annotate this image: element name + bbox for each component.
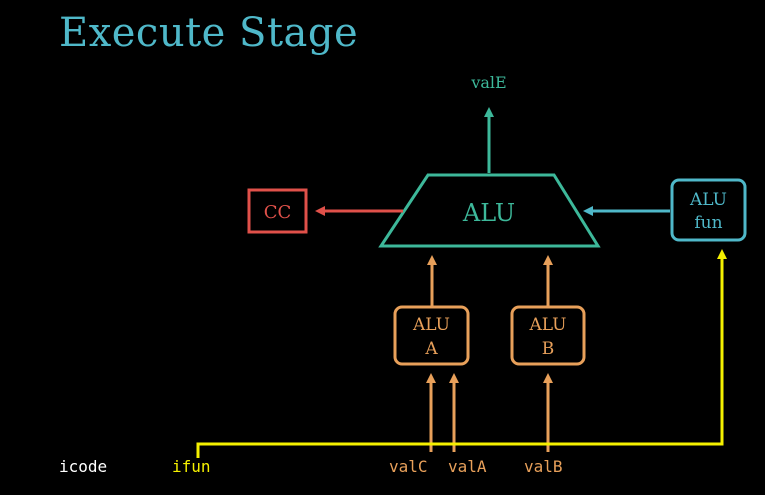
cc-label: CC (264, 202, 292, 223)
ifun-label: ifun (172, 457, 211, 476)
vale-label: valE (470, 73, 506, 92)
alu-unit (378, 173, 601, 248)
valb-label: valB (524, 457, 563, 476)
alu-a-label-line2: A (424, 339, 438, 359)
alu-fun-box (670, 178, 747, 242)
vala-label: valA (448, 457, 487, 476)
alu-b-label-line2: B (542, 339, 555, 359)
slide-title: Execute Stage (59, 10, 359, 56)
icode-label: icode (59, 457, 107, 476)
alu-fun-label-line1: ALU (689, 190, 727, 210)
alu-a-label-line1: ALU (412, 315, 450, 335)
alu-b-box (510, 305, 586, 366)
alu-a-box (393, 305, 470, 366)
alu-b-label-line1: ALU (529, 315, 567, 335)
alu-fun-label-line2: fun (694, 213, 722, 233)
alu-label: ALU (462, 199, 515, 227)
ifun-to-alu-fun-wire (196, 249, 727, 458)
valc-label: valC (389, 457, 428, 476)
cc-box (247, 188, 308, 234)
